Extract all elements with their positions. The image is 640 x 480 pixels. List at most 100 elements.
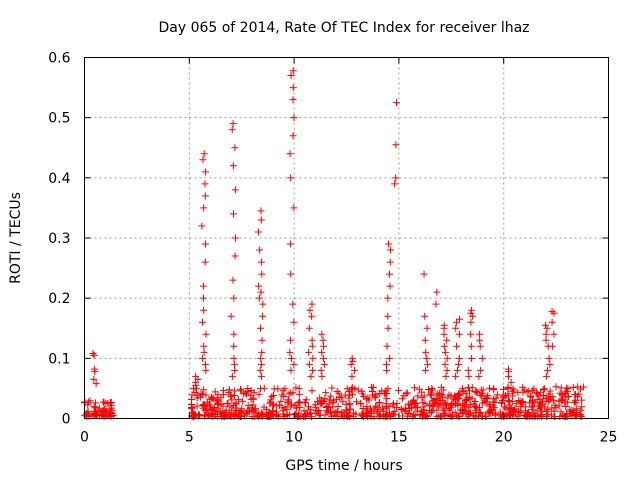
- data-point: [352, 410, 360, 418]
- data-point: [372, 402, 380, 410]
- data-point: [491, 410, 499, 418]
- data-point: [537, 388, 545, 396]
- data-point: [504, 372, 512, 380]
- data-point: [429, 386, 437, 394]
- data-point: [200, 204, 208, 212]
- data-point: [309, 354, 317, 362]
- data-point: [562, 388, 570, 396]
- data-point: [214, 405, 222, 413]
- data-point: [538, 398, 546, 406]
- data-point: [256, 324, 264, 332]
- data-point: [226, 403, 234, 411]
- data-point: [287, 174, 295, 182]
- data-point: [285, 398, 293, 406]
- data-point: [468, 312, 476, 320]
- data-point: [545, 390, 553, 398]
- data-point: [444, 394, 452, 402]
- data-point: [422, 348, 430, 356]
- y-tick-label: 0.5: [48, 111, 70, 127]
- data-point: [579, 383, 587, 391]
- data-point: [255, 390, 263, 398]
- data-point: [453, 318, 461, 326]
- data-point: [342, 406, 350, 414]
- data-point: [465, 404, 473, 412]
- data-point: [481, 395, 489, 403]
- data-point: [348, 386, 356, 394]
- data-point: [257, 258, 265, 266]
- data-point: [256, 385, 264, 393]
- data-point: [383, 342, 391, 350]
- data-point: [229, 162, 237, 170]
- data-point: [357, 400, 365, 408]
- data-point: [316, 394, 324, 402]
- data-point: [465, 411, 473, 419]
- data-point: [364, 394, 372, 402]
- data-point: [337, 411, 345, 419]
- data-point: [459, 405, 467, 413]
- data-point: [411, 403, 419, 411]
- data-point: [202, 330, 210, 338]
- data-point: [402, 390, 410, 398]
- data-point: [448, 400, 456, 408]
- data-point: [200, 306, 208, 314]
- data-point: [277, 397, 285, 405]
- data-point: [430, 402, 438, 410]
- data-point: [192, 381, 200, 389]
- data-point: [90, 351, 98, 359]
- data-point: [565, 393, 573, 401]
- x-tick-labels: 0 5 10 15 20 25: [80, 430, 617, 446]
- data-point: [349, 357, 357, 365]
- data-point: [317, 366, 325, 374]
- data-point: [290, 318, 298, 326]
- data-point: [279, 387, 287, 395]
- data-point: [491, 398, 499, 406]
- data-point: [548, 307, 556, 315]
- data-point: [504, 384, 512, 392]
- data-point: [564, 398, 572, 406]
- data-point: [433, 288, 441, 296]
- data-point: [228, 396, 236, 404]
- data-point: [466, 410, 474, 418]
- data-point: [256, 366, 264, 374]
- data-points: [81, 67, 587, 421]
- data-point: [90, 375, 98, 383]
- data-point: [394, 386, 402, 394]
- data-point: [451, 408, 459, 416]
- data-point: [354, 386, 362, 394]
- data-point: [315, 407, 323, 415]
- data-point: [347, 360, 355, 368]
- data-point: [545, 354, 553, 362]
- data-point: [236, 385, 244, 393]
- data-point: [258, 348, 266, 356]
- data-point: [558, 390, 566, 398]
- data-point: [542, 372, 550, 380]
- data-point: [443, 402, 451, 410]
- data-point: [305, 403, 313, 411]
- data-point: [486, 407, 494, 415]
- data-point: [290, 204, 298, 212]
- data-point: [536, 404, 544, 412]
- data-point: [548, 318, 556, 326]
- data-point: [398, 395, 406, 403]
- y-tick-label: 0.2: [48, 291, 70, 307]
- data-point: [302, 396, 310, 404]
- data-point: [528, 403, 536, 411]
- data-point: [323, 403, 331, 411]
- data-point: [84, 408, 92, 416]
- data-point: [332, 395, 340, 403]
- x-tick-label: 5: [185, 430, 194, 446]
- data-point: [201, 360, 209, 368]
- data-point: [532, 389, 540, 397]
- data-point: [360, 392, 368, 400]
- data-point: [423, 354, 431, 362]
- data-point: [418, 388, 426, 396]
- data-point: [547, 411, 555, 419]
- data-point: [477, 366, 485, 374]
- data-point: [301, 413, 309, 421]
- data-point: [229, 276, 237, 284]
- data-point: [301, 399, 309, 407]
- data-point: [287, 72, 295, 80]
- data-point: [493, 391, 501, 399]
- x-tick-label: 25: [600, 430, 618, 446]
- data-point: [289, 67, 297, 75]
